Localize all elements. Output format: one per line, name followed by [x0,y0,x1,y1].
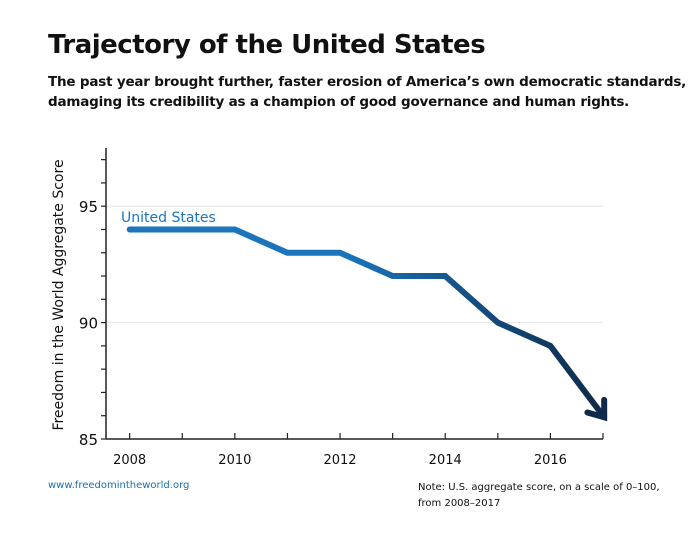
y-axis-label: Freedom in the World Aggregate Score [51,159,67,430]
series-label: United States [121,210,216,226]
x-tick-label: 2016 [534,453,567,468]
x-tick-label: 2010 [218,453,251,468]
x-tick-label: 2012 [323,453,356,468]
source-link[interactable]: www.freedomintheworld.org [48,480,190,491]
y-tick-label: 90 [79,315,98,333]
series-line-united-states [126,226,604,416]
y-tick-label: 85 [79,431,98,449]
chart-title: Trajectory of the United States [48,30,486,60]
y-tick-label: 95 [79,198,98,216]
chart-note: Note: U.S. aggregate score, on a scale o… [418,482,660,509]
arrow-head-icon [584,396,608,422]
chart-subtitle: The past year brought further, faster er… [48,74,687,110]
x-tick-label: 2014 [429,453,462,468]
x-tick-label: 2008 [113,453,146,468]
